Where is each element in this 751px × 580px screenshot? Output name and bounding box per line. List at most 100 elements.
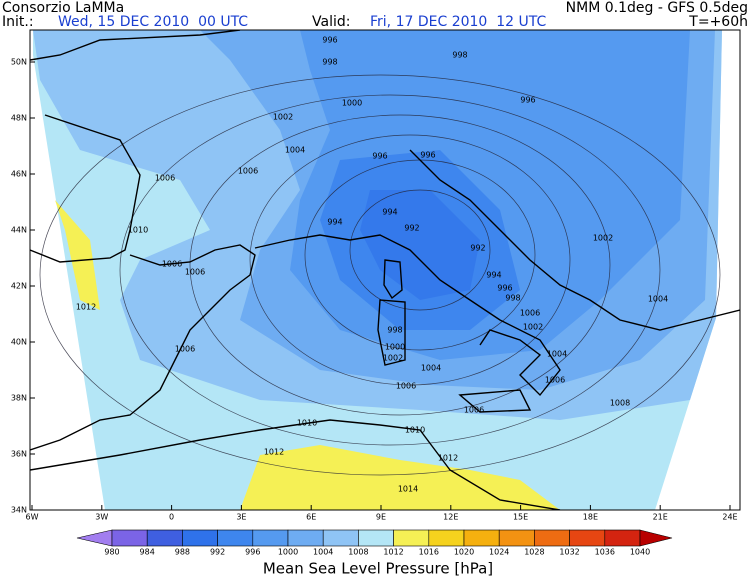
contour-label: 1004 (285, 146, 305, 155)
colorbar-label: 1028 (524, 548, 544, 557)
colorbar-segment (358, 529, 394, 547)
contour-label: 1006 (162, 260, 182, 269)
colorbar-label: 980 (104, 548, 119, 557)
contour-label: 1004 (547, 350, 567, 359)
lon-label: 15E (513, 513, 528, 522)
colorbar-segment (534, 529, 570, 547)
colorbar-label: 1040 (630, 548, 650, 557)
contour-label: 1002 (273, 113, 293, 122)
lon-label: 12E (443, 513, 458, 522)
contour-label: 998 (452, 51, 467, 60)
contour-label: 996 (372, 152, 387, 161)
colorbar-label: 984 (140, 548, 155, 557)
contour-label: 1002 (523, 323, 543, 332)
colorbar-segment (498, 529, 535, 547)
contour-label: 998 (387, 326, 402, 335)
colorbar-label: 988 (175, 548, 190, 557)
colorbar-segment (111, 529, 148, 547)
contour-label: 1006 (238, 167, 258, 176)
lon-label: 0 (169, 513, 174, 522)
field-988 (360, 190, 480, 300)
colorbar-label: 1016 (419, 548, 439, 557)
lon-label: 6W (26, 513, 39, 522)
contour-label: 1010 (405, 426, 425, 435)
contour-label: 1012 (438, 454, 458, 463)
colorbar-segment (604, 529, 641, 547)
colorbar-title: Mean Sea Level Pressure [hPa] (263, 560, 493, 578)
colorbar-label: 1020 (454, 548, 474, 557)
colorbar-label: 1012 (383, 548, 403, 557)
lat-label: 34N (11, 506, 27, 515)
contour-label: 1000 (342, 99, 362, 108)
init-label: Init.: (2, 14, 34, 30)
field-1012-south (240, 445, 560, 510)
contour-label: 992 (404, 224, 419, 233)
isobars (39, 74, 721, 476)
lead-time: T=+60h (688, 14, 748, 30)
colorbar-arrow (76, 529, 113, 547)
colorbar-label: 996 (245, 548, 260, 557)
contour-label: 1004 (421, 364, 441, 373)
contour-label: 994 (327, 218, 342, 227)
lat-label: 40N (11, 338, 27, 347)
colorbar-segment (252, 529, 289, 547)
colorbar-label: 1000 (278, 548, 298, 557)
colorbar-segment (463, 529, 500, 547)
contour-label: 1002 (383, 354, 403, 363)
colorbar-segment (287, 529, 324, 547)
lon-label: 3W (95, 513, 108, 522)
lat-label: 36N (11, 450, 27, 459)
lon-label: 24E (722, 513, 737, 522)
contour-label: 1002 (593, 234, 613, 243)
contour-label: 996 (322, 36, 337, 45)
contour-label: 992 (470, 244, 485, 253)
map-frame (29, 29, 741, 511)
contour-label: 996 (497, 284, 512, 293)
contour-label: 1010 (128, 226, 148, 235)
contour-label: 1006 (545, 376, 565, 385)
colorbar-segment (217, 529, 254, 547)
contour-label: 1000 (385, 343, 405, 352)
contour-label: 994 (382, 208, 397, 217)
colorbar-label: 1004 (313, 548, 333, 557)
colorbar-label: 1036 (595, 548, 615, 557)
lon-label: 6E (306, 513, 316, 522)
contour-label: 1008 (610, 399, 630, 408)
init-date: Wed, 15 DEC 2010 00 UTC (58, 14, 248, 30)
contour-label: 1006 (175, 345, 195, 354)
colorbar-segment (182, 529, 218, 547)
colorbar-arrow (639, 529, 673, 547)
valid-label: Valid: (312, 14, 350, 30)
lon-label: 18E (583, 513, 598, 522)
colorbar-label: 1024 (489, 548, 509, 557)
contour-label: 1006 (464, 406, 484, 415)
contour-label: 996 (520, 96, 535, 105)
model-label: NMM 0.1deg - GFS 0.5deg (566, 0, 748, 16)
contour-label: 1006 (520, 309, 540, 318)
colorbar-segment (322, 529, 359, 547)
contour-label: 1006 (155, 174, 175, 183)
lat-label: 44N (11, 226, 27, 235)
lon-label: 21E (653, 513, 668, 522)
colorbar-label: 1032 (559, 548, 579, 557)
contour-label: 1006 (185, 268, 205, 277)
header-title: Consorzio LaMMa (2, 0, 124, 16)
lon-label: 3E (236, 513, 246, 522)
colorbar-label: 992 (210, 548, 225, 557)
contour-label: 1006 (396, 382, 416, 391)
lat-label: 48N (11, 114, 27, 123)
contour-label: 1010 (297, 419, 317, 428)
lon-label: 9E (376, 513, 386, 522)
contour-label: 996 (420, 151, 435, 160)
field-1012-west (55, 200, 100, 310)
lat-label: 38N (11, 394, 27, 403)
contour-label: 1014 (398, 485, 418, 494)
contour-label: 1012 (76, 303, 96, 312)
lat-label: 46N (11, 170, 27, 179)
lat-label: 42N (11, 282, 27, 291)
colorbar-segment (569, 529, 606, 547)
valid-date: Fri, 17 DEC 2010 12 UTC (370, 14, 546, 30)
colorbar-label: 1008 (348, 548, 368, 557)
colorbar-segment (393, 529, 430, 547)
